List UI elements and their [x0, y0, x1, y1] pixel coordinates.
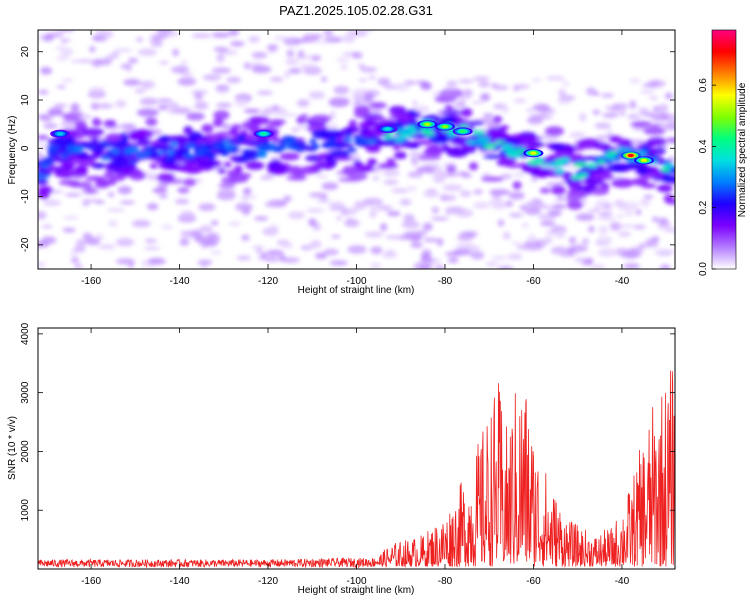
spectral-peak	[530, 151, 537, 155]
x-tick-label: -100	[346, 576, 366, 587]
snr-y-label: SNR (10 * v/v)	[7, 416, 18, 480]
x-tick-label: -160	[81, 576, 101, 587]
snr-x-label: Height of straight line (km)	[298, 585, 415, 596]
spectral-peak	[57, 132, 64, 136]
y-tick-label: 20	[20, 46, 31, 58]
spectral-peak	[627, 153, 634, 158]
x-tick-label: -80	[438, 276, 453, 287]
x-tick-label: -100	[346, 276, 366, 287]
x-tick-label: -140	[170, 276, 190, 287]
spectrogram-image	[38, 30, 675, 269]
y-tick-label: 1000	[20, 499, 31, 522]
x-tick-label: -140	[170, 576, 190, 587]
y-tick-label: 0	[20, 145, 31, 151]
spectrogram-x-axis: -160 -140 -120 -100 -80 -60 -40	[81, 30, 630, 287]
snr-panel: -160 -140 -120 -100 -80 -60 -40 1000 2000 3000 40…	[7, 322, 676, 596]
x-tick-label: -40	[615, 276, 630, 287]
spectral-peak	[424, 122, 431, 126]
x-tick-label: -80	[438, 576, 453, 587]
colorbar: 0.0 0.2 0.4 0.6 Normalized spectral amplitu…	[698, 29, 748, 276]
spectral-peak	[459, 129, 466, 133]
x-tick-label: -40	[615, 576, 630, 587]
spectral-peaks	[50, 120, 654, 165]
snr-x-axis: -160 -140 -120 -100 -80 -60 -40	[81, 328, 630, 587]
colorbar-tick-label: 0.2	[698, 200, 709, 214]
spectral-peak	[260, 132, 267, 136]
snr-line	[38, 370, 675, 569]
y-tick-label: 4000	[20, 322, 31, 345]
colorbar-tick-label: 0.0	[698, 262, 709, 276]
y-tick-label: 10	[20, 94, 31, 106]
snr-plot-area	[38, 370, 675, 569]
y-tick-label: -10	[20, 189, 31, 204]
y-tick-label: 2000	[20, 440, 31, 463]
colorbar-ticks: 0.0 0.2 0.4 0.6	[698, 78, 716, 276]
y-tick-label: -20	[20, 237, 31, 252]
y-tick-label: 3000	[20, 381, 31, 404]
spectrogram-y-axis: -20 -10 0 10 20	[20, 46, 675, 252]
chart-title: PAZ1.2025.105.02.28.G31	[279, 3, 433, 18]
spectrogram-y-label: Frequency (Hz)	[7, 116, 18, 185]
spectrogram-x-label: Height of straight line (km)	[298, 285, 415, 296]
snr-y-axis: 1000 2000 3000 4000	[20, 322, 675, 521]
snr-frame	[37, 327, 676, 570]
x-tick-label: -160	[81, 276, 101, 287]
x-tick-label: -60	[526, 276, 541, 287]
spectral-peak	[640, 158, 648, 162]
spectral-peak	[384, 127, 391, 131]
colorbar-label: Normalized spectral amplitude	[737, 82, 748, 217]
x-tick-label: -120	[258, 576, 278, 587]
x-tick-label: -60	[526, 576, 541, 587]
colorbar-tick-label: 0.6	[698, 78, 709, 92]
colorbar-scale	[711, 29, 737, 270]
colorbar-tick-label: 0.4	[698, 139, 709, 153]
spectral-peak	[441, 125, 449, 129]
x-tick-label: -120	[258, 276, 278, 287]
